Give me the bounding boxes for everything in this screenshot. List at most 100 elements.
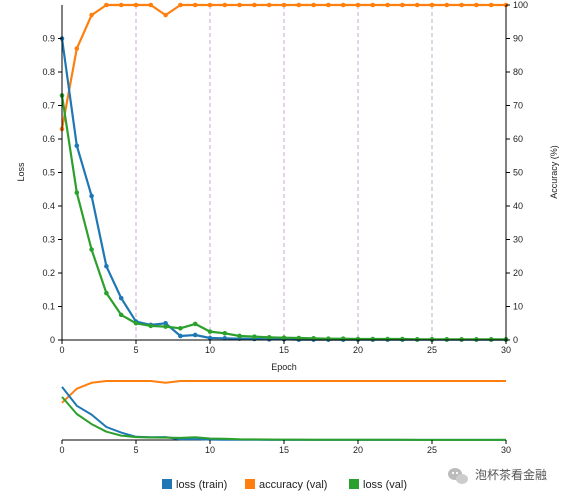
overview-x-tick-label: 5 <box>133 445 138 455</box>
series-accuracy-val <box>59 2 509 132</box>
data-point-loss-val <box>459 337 464 342</box>
data-point-accuracy-val <box>89 12 94 18</box>
data-point-loss-val <box>207 329 213 334</box>
data-point-loss-val <box>222 331 228 336</box>
legend-label-loss-val: loss (val) <box>363 479 407 491</box>
y-tick-label-right: 90 <box>513 34 523 44</box>
legend-item-loss-val: loss (val) <box>349 479 407 491</box>
overview-line-loss-train <box>61 386 506 441</box>
data-point-loss-val <box>444 337 450 342</box>
legend-swatch-loss-train <box>162 479 172 489</box>
data-point-accuracy-val <box>222 2 228 8</box>
y-tick-label-left: 0.1 <box>42 302 55 312</box>
data-point-loss-val <box>192 321 198 327</box>
x-tick-label: 10 <box>205 345 215 355</box>
data-point-loss-train <box>192 332 198 338</box>
data-point-loss-val <box>370 336 376 342</box>
x-axis-title: Epoch <box>271 362 297 372</box>
x-tick-label: 30 <box>501 345 511 355</box>
y-axis-title-left: Loss <box>16 162 26 182</box>
y-tick-label-right: 60 <box>513 134 523 144</box>
x-tick-label: 25 <box>427 345 437 355</box>
overview-x-tick-label: 30 <box>501 445 511 455</box>
data-point-accuracy-val <box>400 2 405 8</box>
overview-brush-chart[interactable]: 0 5 10 15 20 25 30 <box>59 380 511 455</box>
data-point-accuracy-val <box>385 2 390 8</box>
data-point-loss-train <box>207 335 213 341</box>
data-point-accuracy-val <box>118 2 124 8</box>
data-point-loss-val <box>266 335 272 340</box>
data-point-loss-val <box>118 312 124 318</box>
data-point-accuracy-val <box>237 2 242 8</box>
data-point-accuracy-val <box>459 2 464 8</box>
data-point-loss-val <box>148 323 154 329</box>
data-point-loss-train <box>163 320 168 326</box>
overview-line-accuracy-val <box>61 380 506 404</box>
data-point-accuracy-val <box>370 2 376 8</box>
data-point-accuracy-val <box>311 2 316 8</box>
data-point-loss-val <box>281 335 287 340</box>
y-tick-label-right: 30 <box>513 235 523 245</box>
data-point-accuracy-val <box>178 2 183 8</box>
y-tick-label-right: 0 <box>513 335 518 345</box>
data-point-accuracy-val <box>281 2 287 8</box>
data-point-loss-train <box>74 143 80 148</box>
data-point-accuracy-val <box>104 2 109 8</box>
data-point-loss-val <box>133 320 139 326</box>
y-tick-label-right: 20 <box>513 268 523 278</box>
data-point-loss-train <box>89 193 94 199</box>
y-tick-label-left: 0.2 <box>42 268 55 278</box>
legend-swatch-loss-val <box>349 479 359 489</box>
data-point-accuracy-val <box>192 2 198 8</box>
data-point-accuracy-val <box>340 2 346 8</box>
data-point-loss-val <box>89 247 94 252</box>
data-point-loss-train <box>178 333 183 339</box>
data-point-loss-val <box>400 336 405 342</box>
data-point-accuracy-val <box>355 2 361 8</box>
data-point-loss-val <box>296 335 302 341</box>
data-point-loss-train <box>222 336 228 341</box>
y-tick-label-left: 0 <box>50 335 55 345</box>
overview-x-tick-label: 0 <box>59 445 64 455</box>
y-tick-label-left: 0.6 <box>42 134 55 144</box>
watermark: 泡杯茶看金融 <box>448 467 547 484</box>
overview-x-tick-label: 25 <box>427 445 437 455</box>
overview-x-tick-label: 20 <box>353 445 363 455</box>
data-point-accuracy-val <box>266 2 272 8</box>
wechat-icon <box>448 468 468 484</box>
main-plot-axes: 00.10.20.30.40.50.60.70.80.9010203040506… <box>42 0 528 355</box>
data-point-accuracy-val <box>488 2 494 8</box>
y-tick-label-right: 40 <box>513 201 523 211</box>
y-tick-label-left: 0.4 <box>42 201 55 211</box>
data-point-loss-val <box>311 336 316 341</box>
data-point-loss-val <box>178 325 183 331</box>
watermark-text: 泡杯茶看金融 <box>475 467 547 482</box>
x-tick-label: 5 <box>133 345 138 355</box>
data-point-accuracy-val <box>252 2 257 8</box>
data-point-loss-val <box>104 290 109 296</box>
legend-item-accuracy-val: accuracy (val) <box>245 479 327 491</box>
y-tick-label-right: 80 <box>513 67 523 77</box>
data-point-accuracy-val <box>207 2 213 8</box>
x-tick-label: 0 <box>59 345 64 355</box>
y-tick-label-right: 50 <box>513 168 523 178</box>
y-axis-title-right: Accuracy (%) <box>549 145 559 199</box>
data-point-accuracy-val <box>414 2 420 8</box>
legend: loss (train) accuracy (val) loss (val) <box>162 479 407 491</box>
data-point-accuracy-val <box>474 2 479 8</box>
y-tick-label-left: 0.3 <box>42 235 55 245</box>
data-point-loss-val <box>163 324 168 329</box>
data-point-loss-val <box>385 336 390 342</box>
data-point-accuracy-val <box>133 2 139 8</box>
legend-swatch-accuracy-val <box>245 479 255 489</box>
legend-label-loss-train: loss (train) <box>176 479 227 491</box>
x-tick-label: 20 <box>353 345 363 355</box>
y-tick-label-left: 0.9 <box>42 34 55 44</box>
main-plot-series <box>59 2 509 342</box>
data-point-accuracy-val <box>296 2 302 8</box>
data-point-loss-val <box>74 190 80 195</box>
y-tick-label-left: 0.5 <box>42 168 55 178</box>
data-point-loss-train <box>118 295 124 301</box>
data-point-loss-val <box>237 333 242 339</box>
